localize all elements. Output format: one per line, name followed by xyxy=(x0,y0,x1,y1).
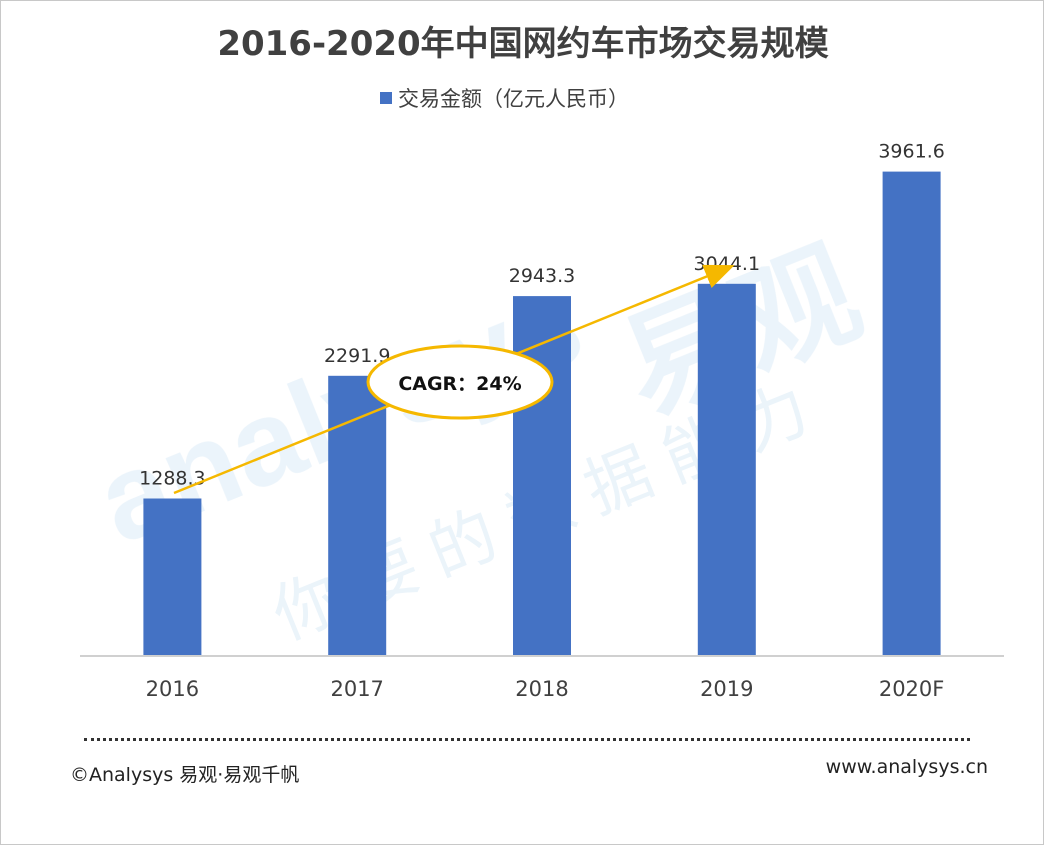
bar-2017 xyxy=(328,375,387,656)
footer-divider xyxy=(84,738,970,741)
x-tick-2018: 2018 xyxy=(515,677,568,701)
data-label-2020F: 3961.6 xyxy=(878,141,944,163)
x-tick-2020F: 2020F xyxy=(879,677,945,701)
legend-swatch xyxy=(380,92,392,104)
chart-legend: 交易金额（亿元人民币） xyxy=(380,84,629,112)
website-text: www.analysys.cn xyxy=(825,756,988,778)
bar-2018 xyxy=(513,296,571,656)
bar-2016 xyxy=(143,498,202,656)
x-tick-2016: 2016 xyxy=(146,677,199,701)
bar-2020F xyxy=(882,171,941,656)
x-tick-2019: 2019 xyxy=(700,677,753,701)
cagr-label: CAGR：24% xyxy=(398,373,521,395)
data-label-2016: 1288.3 xyxy=(139,468,205,490)
cagr-ellipse xyxy=(366,344,554,420)
data-label-2019: 3044.1 xyxy=(694,253,760,275)
data-label-2018: 2943.3 xyxy=(509,265,575,287)
bar-2019 xyxy=(697,283,756,656)
legend-label: 交易金额（亿元人民币） xyxy=(398,87,629,111)
chart-title: 2016-2020年中国网约车市场交易规模 xyxy=(217,24,829,64)
copyright-text: ©Analysys 易观·易观千帆 xyxy=(70,764,300,786)
x-tick-2017: 2017 xyxy=(330,677,383,701)
data-label-2017: 2291.9 xyxy=(324,345,390,367)
